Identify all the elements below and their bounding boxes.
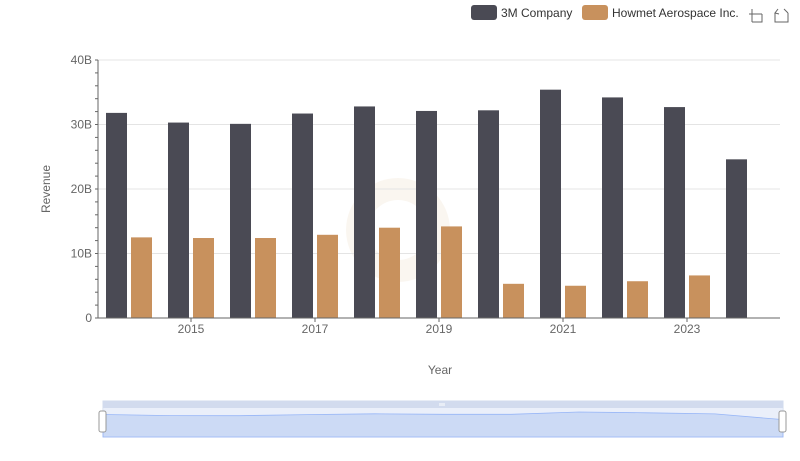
legend-label-howmet: Howmet Aerospace Inc. — [612, 6, 739, 20]
slider-handle-right[interactable] — [778, 410, 787, 433]
legend-swatch-howmet — [582, 5, 608, 20]
restore-icon[interactable] — [774, 8, 789, 23]
y-tick-label: 20B — [71, 182, 92, 196]
bar-howmet — [503, 283, 524, 318]
legend: 3M Company Howmet Aerospace Inc. — [471, 5, 739, 20]
data-zoom-slider[interactable] — [98, 400, 787, 438]
bar-howmet — [441, 226, 462, 318]
x-tick-label: 2017 — [302, 322, 329, 336]
x-tick-label: 2019 — [426, 322, 453, 336]
bar-howmet — [317, 234, 338, 318]
x-tick-label: 2023 — [674, 322, 701, 336]
bar-howmet — [131, 237, 152, 318]
y-tick-label: 40B — [71, 53, 92, 67]
bar-3m — [106, 112, 127, 318]
bars-group — [106, 89, 747, 319]
bar-3m — [354, 106, 375, 318]
legend-item-howmet[interactable]: Howmet Aerospace Inc. — [582, 5, 739, 20]
bar-3m — [602, 97, 623, 318]
bar-3m — [664, 107, 685, 319]
bar-howmet — [379, 227, 400, 318]
x-axis-title: Year — [428, 363, 452, 377]
slider-handle-left[interactable] — [98, 410, 107, 433]
y-tick-label: 0 — [85, 311, 92, 325]
legend-item-3m[interactable]: 3M Company — [471, 5, 572, 20]
y-axis-title: Revenue — [39, 165, 53, 213]
bar-howmet — [565, 285, 586, 318]
bar-howmet — [193, 238, 214, 318]
zoom-area-icon[interactable] — [747, 9, 763, 23]
bar-3m — [726, 159, 747, 318]
x-tick-label: 2021 — [550, 322, 577, 336]
legend-label-3m: 3M Company — [501, 6, 572, 20]
slider-top-bar — [103, 401, 783, 408]
axes-group: 0 10B 20B 30B 40B 2015 2017 2019 2021 2023 — [71, 53, 780, 336]
y-tick-label: 30B — [71, 118, 92, 132]
bar-3m — [540, 89, 561, 318]
bar-howmet — [627, 281, 648, 318]
bar-howmet — [255, 238, 276, 318]
bar-3m — [168, 122, 189, 318]
bar-3m — [292, 113, 313, 318]
y-tick-label: 10B — [71, 247, 92, 261]
bar-3m — [478, 110, 499, 318]
bar-howmet — [689, 275, 710, 318]
bar-3m — [230, 123, 251, 318]
slider-preview-area — [102, 411, 784, 438]
legend-swatch-3m — [471, 5, 497, 20]
slider-grip-icon — [439, 403, 445, 406]
bar-3m — [416, 110, 437, 318]
x-tick-label: 2015 — [178, 322, 205, 336]
